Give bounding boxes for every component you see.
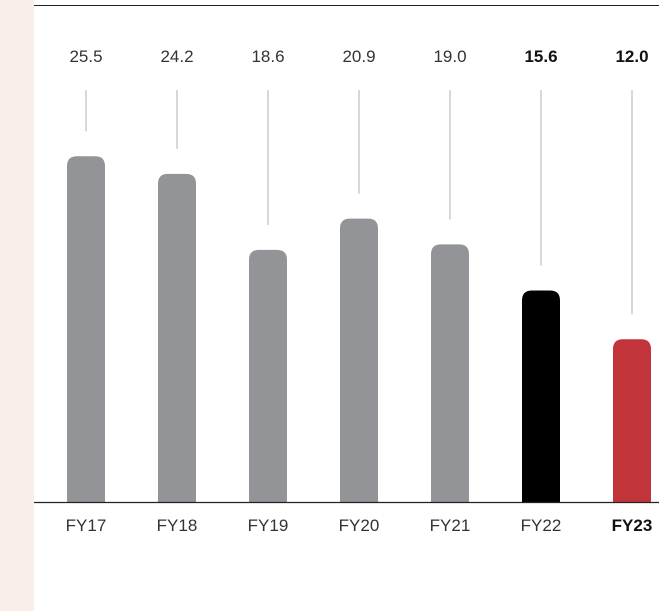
value-label-fy18: 24.2 [160, 47, 193, 66]
value-label-fy20: 20.9 [342, 47, 375, 66]
value-label-fy22: 15.6 [524, 47, 557, 66]
category-label-fy19: FY19 [248, 516, 289, 535]
category-label-fy22: FY22 [521, 516, 562, 535]
bar-fy17 [67, 156, 105, 503]
bar-fy21 [431, 244, 469, 502]
bar-fy22 [522, 290, 560, 502]
side-strip [0, 0, 34, 611]
bar-fy23 [613, 339, 651, 502]
top-rule [34, 5, 659, 6]
category-label-fy21: FY21 [430, 516, 471, 535]
value-label-fy17: 25.5 [69, 47, 102, 66]
value-label-fy23: 12.0 [615, 47, 648, 66]
category-label-fy17: FY17 [66, 516, 107, 535]
bar-fy19 [249, 249, 287, 502]
bar-fy20 [340, 218, 378, 502]
value-label-fy21: 19.0 [433, 47, 466, 66]
category-label-fy20: FY20 [339, 516, 380, 535]
category-label-fy18: FY18 [157, 516, 198, 535]
value-label-fy19: 18.6 [251, 47, 284, 66]
category-label-fy23: FY23 [612, 516, 653, 535]
bar-fy18 [158, 173, 196, 502]
